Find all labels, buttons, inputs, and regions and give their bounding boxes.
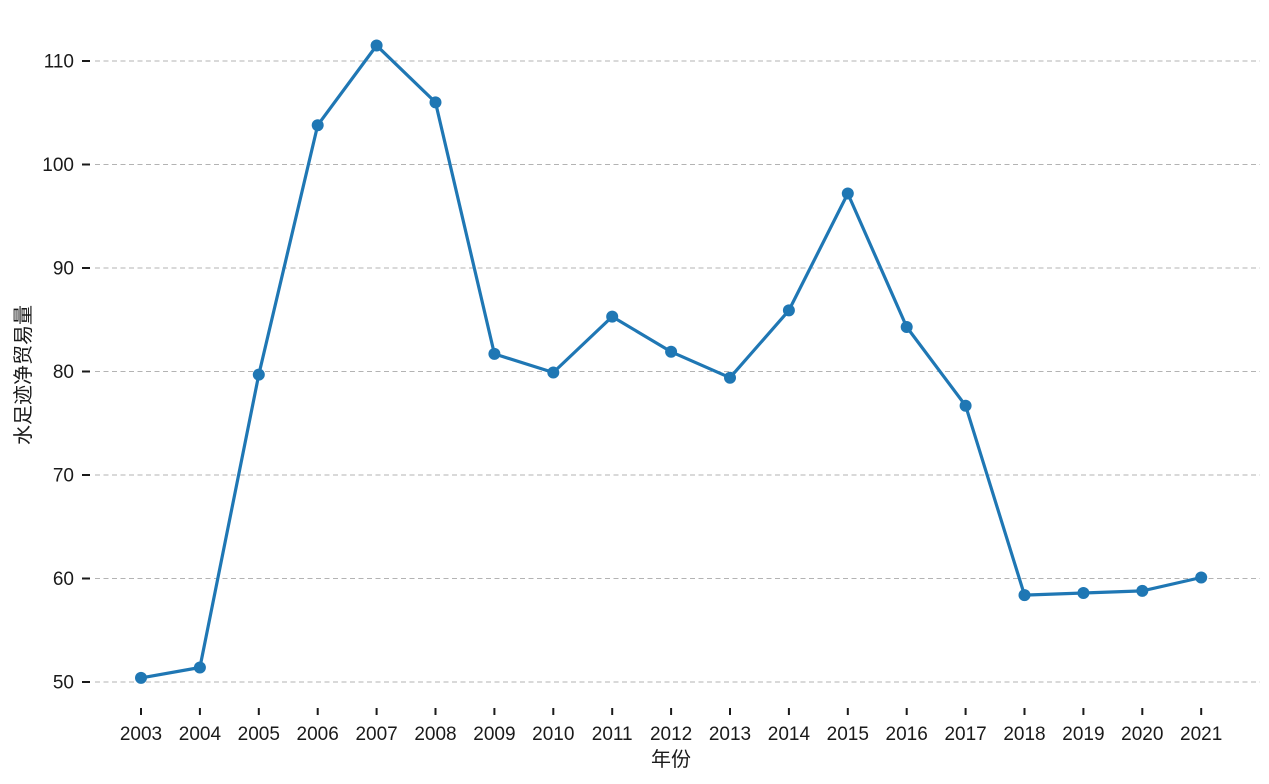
data-point-2005	[252, 368, 265, 381]
data-point-2015	[841, 187, 854, 200]
data-point-2006	[311, 119, 324, 132]
data-point-2008	[429, 96, 442, 109]
data-point-2004	[193, 661, 206, 674]
x-tick-label-2008: 2008	[414, 724, 456, 745]
data-point-2016	[900, 321, 913, 333]
data-point-2011	[606, 310, 619, 323]
x-tick-label-2003: 2003	[120, 724, 162, 745]
x-tick-label-2005: 2005	[238, 724, 280, 745]
x-tick-label-2011: 2011	[592, 724, 633, 745]
y-tick-label-60: 60	[53, 569, 74, 590]
x-tick-label-2010: 2010	[532, 724, 574, 745]
data-point-2017	[959, 399, 972, 412]
x-tick-label-2006: 2006	[297, 724, 339, 745]
data-point-2010	[547, 366, 560, 379]
data-point-2013	[724, 371, 736, 384]
x-tick-label-2015: 2015	[827, 724, 869, 745]
data-point-2003	[135, 671, 147, 684]
y-tick-label-100: 100	[42, 155, 74, 176]
x-tick-label-2014: 2014	[768, 724, 811, 745]
x-tick-label-2018: 2018	[1003, 724, 1045, 745]
x-axis-ticks: 2003 2004 2005 2006 2007 2008 2009 2010 2011 2012…	[120, 708, 1222, 745]
y-tick-label-80: 80	[53, 362, 74, 383]
x-tick-label-2019: 2019	[1062, 724, 1104, 745]
data-point-2007	[370, 39, 383, 52]
x-tick-label-2020: 2020	[1121, 724, 1163, 745]
data-point-2014	[782, 304, 795, 317]
x-tick-label-2021: 2021	[1180, 724, 1222, 745]
data-point-2021	[1195, 571, 1208, 584]
x-tick-label-2004: 2004	[179, 724, 222, 745]
x-tick-label-2007: 2007	[355, 724, 397, 745]
data-point-2019	[1077, 587, 1090, 599]
x-tick-label-2009: 2009	[473, 724, 515, 745]
y-tick-label-110: 110	[44, 52, 74, 73]
y-tick-label-90: 90	[53, 259, 74, 280]
y-axis-title: 水足迹净贸易量	[12, 305, 35, 445]
y-axis-ticks: 50 60 70 80 90 100 110	[42, 52, 90, 694]
series-line	[139, 43, 1203, 680]
data-point-2012	[665, 345, 678, 358]
x-tick-label-2012: 2012	[650, 724, 692, 745]
data-point-2018	[1018, 589, 1031, 602]
data-point-2009	[488, 347, 501, 360]
x-axis-title: 年份	[651, 748, 691, 771]
x-tick-label-2017: 2017	[944, 724, 986, 745]
y-tick-label-70: 70	[53, 466, 74, 487]
x-tick-label-2016: 2016	[886, 724, 928, 745]
series-markers	[135, 39, 1208, 684]
y-tick-label-50: 50	[53, 673, 74, 694]
x-tick-label-2013: 2013	[709, 724, 751, 745]
data-point-2020	[1136, 584, 1149, 597]
gridlines	[95, 60, 1260, 683]
